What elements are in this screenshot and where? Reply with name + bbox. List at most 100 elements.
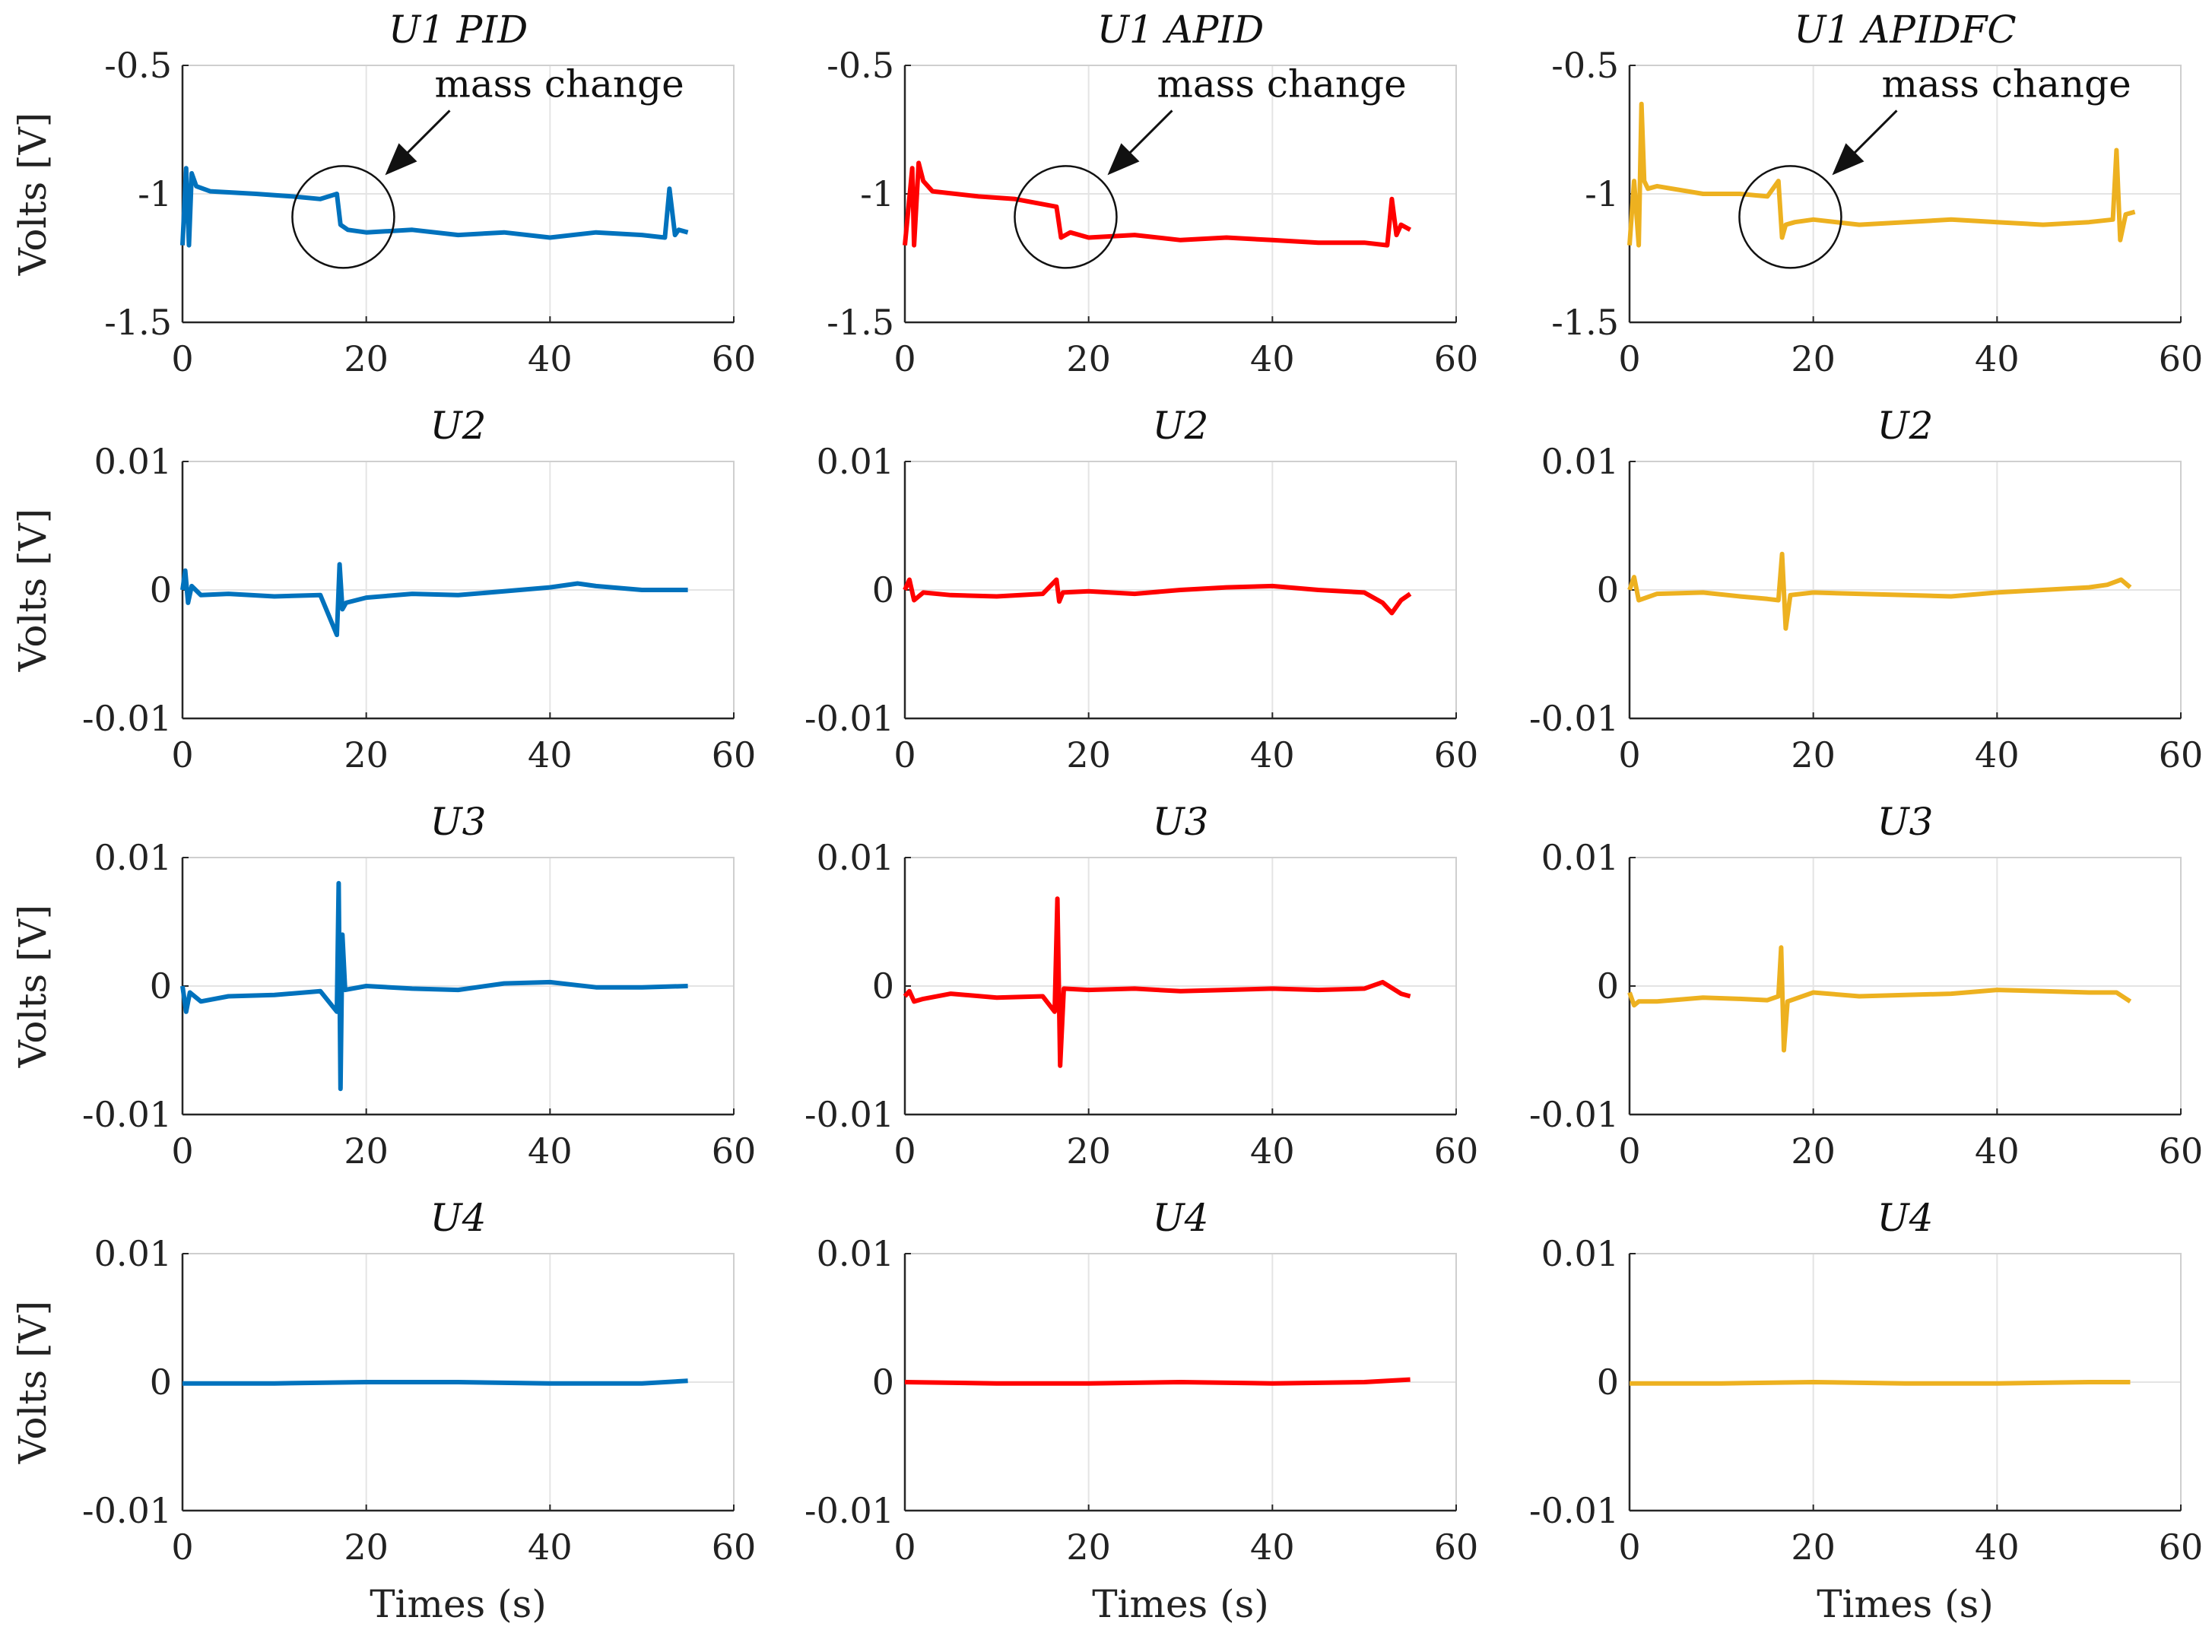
x-tick-label: 60 [712, 1527, 757, 1568]
x-tick-label: 0 [893, 734, 916, 775]
x-tick-label: 40 [528, 1527, 573, 1568]
y-tick-label: -0.01 [805, 698, 894, 739]
y-tick-label: -0.01 [1529, 1094, 1619, 1135]
x-tick-label: 60 [712, 1130, 757, 1172]
x-tick-label: 20 [1791, 734, 1836, 775]
arrow-head [1107, 143, 1140, 176]
x-tick-label: 40 [528, 734, 573, 775]
mass-change-circle [1014, 165, 1118, 269]
x-tick-label: 40 [1975, 338, 2020, 379]
x-axis-label: Times (s) [1817, 1582, 1994, 1626]
x-tick-label: 20 [1791, 1527, 1836, 1568]
x-tick-label: 20 [344, 1527, 389, 1568]
x-tick-label: 40 [1975, 1527, 2020, 1568]
x-tick-label: 0 [171, 338, 193, 379]
subplot-title: U4 [430, 1196, 487, 1240]
x-tick-label: 60 [1434, 338, 1479, 379]
mass-change-circle [1738, 165, 1842, 269]
x-axis-label: Times (s) [1092, 1582, 1269, 1626]
series-line-u2-apidfc [1627, 551, 2132, 631]
series-line-u3-apidfc [1627, 945, 2132, 1053]
x-tick-label: 40 [1250, 1527, 1295, 1568]
mass-change-label: mass change [1157, 62, 1406, 106]
x-tick-label: 60 [2159, 338, 2204, 379]
subplot-u1-apid: 0 20 40 60 -0.5 -1 -1.5 U1 APID mass change [827, 8, 1478, 379]
y-tick-label: 0.01 [1541, 837, 1619, 878]
y-tick-label: -0.5 [827, 45, 894, 86]
x-tick-label: 20 [344, 734, 389, 775]
y-tick-label: 0.01 [1541, 441, 1619, 482]
subplot-title: U4 [1877, 1196, 1934, 1240]
x-tick-label: 60 [1434, 734, 1479, 775]
x-tick-label: 40 [1250, 734, 1295, 775]
y-tick-label: -0.5 [104, 45, 172, 86]
series-line-u3-pid [180, 880, 688, 1092]
y-tick-label: 0 [872, 966, 894, 1007]
subplot-title: U3 [1153, 800, 1209, 844]
series-line-u2-pid [180, 562, 688, 638]
x-tick-label: 0 [171, 734, 193, 775]
y-tick-label: -0.01 [82, 1490, 172, 1531]
mass-change-circle [291, 165, 395, 269]
x-tick-label: 20 [1066, 1130, 1111, 1172]
y-tick-label: 0.01 [817, 441, 894, 482]
x-tick-label: 40 [1250, 1130, 1295, 1172]
x-tick-label: 60 [712, 338, 757, 379]
x-tick-label: 40 [1250, 338, 1295, 379]
y-axis-label: Volts [V] [11, 509, 55, 672]
y-tick-label: -0.01 [805, 1490, 894, 1531]
x-tick-label: 40 [1975, 734, 2020, 775]
x-tick-label: 0 [1618, 734, 1640, 775]
subplot-title: U1 PID [389, 8, 528, 52]
subplot-u1-pid: 0 20 40 60 -0.5 -1 -1.5 U1 PID mass change Volts … [11, 8, 756, 379]
subplot-title: U1 APIDFC [1794, 8, 2016, 52]
y-tick-label: 0.01 [817, 837, 894, 878]
series-line-u3-apid [903, 896, 1411, 1068]
series-line-u4-apidfc [1630, 1380, 2131, 1386]
x-tick-label: 20 [344, 338, 389, 379]
x-tick-label: 40 [528, 1130, 573, 1172]
y-tick-label: -0.01 [1529, 1490, 1619, 1531]
mass-change-label: mass change [1881, 62, 2131, 106]
x-tick-label: 0 [171, 1527, 193, 1568]
series-line-u4-pid [182, 1378, 688, 1386]
x-tick-label: 60 [1434, 1527, 1479, 1568]
x-tick-label: 20 [1791, 1130, 1836, 1172]
arrow-head [1832, 143, 1864, 176]
subplot-title: U4 [1153, 1196, 1209, 1240]
x-tick-label: 60 [2159, 734, 2204, 775]
x-tick-label: 20 [1066, 734, 1111, 775]
y-tick-label: 0 [872, 569, 894, 610]
y-tick-label: -0.01 [82, 1094, 172, 1135]
y-tick-label: -1.5 [1551, 302, 1619, 343]
mass-change-label: mass change [434, 62, 684, 106]
x-tick-label: 60 [1434, 1130, 1479, 1172]
y-tick-label: 0 [1597, 966, 1619, 1007]
y-axis-label: Volts [V] [11, 113, 55, 276]
x-tick-label: 20 [1066, 338, 1111, 379]
x-tick-label: 0 [1618, 1130, 1640, 1172]
y-tick-label: 0 [1597, 1362, 1619, 1403]
x-tick-label: 60 [2159, 1130, 2204, 1172]
y-tick-label: 0 [872, 1362, 894, 1403]
subplot-title: U3 [1877, 800, 1934, 844]
y-tick-label: -0.01 [82, 698, 172, 739]
x-tick-label: 0 [893, 1527, 916, 1568]
series-line-u1-apidfc [1627, 101, 2136, 248]
subplot-title: U2 [430, 404, 487, 448]
y-tick-label: 0.01 [94, 837, 172, 878]
x-tick-label: 60 [2159, 1527, 2204, 1568]
series-line-u2-apid [903, 577, 1412, 616]
x-tick-label: 60 [712, 734, 757, 775]
arrow-head [385, 143, 417, 176]
x-tick-label: 40 [1975, 1130, 2020, 1172]
y-tick-label: -0.01 [1529, 698, 1619, 739]
